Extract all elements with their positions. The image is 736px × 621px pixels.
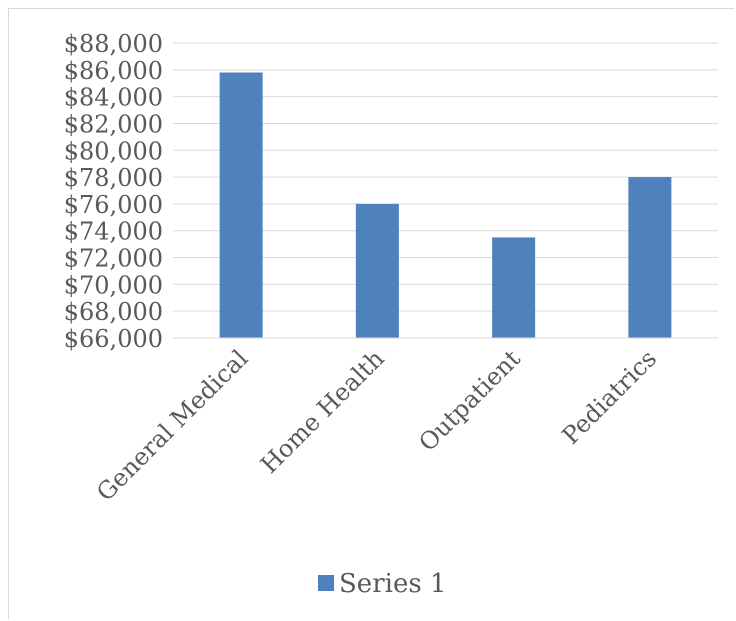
x-category-label: Outpatient bbox=[413, 344, 526, 457]
x-category-label: Home Health bbox=[255, 344, 389, 478]
x-axis-category-labels: General Medical Home Health Outpatient Pedi… bbox=[91, 344, 662, 506]
y-tick-label: $86,000 bbox=[64, 57, 163, 85]
y-tick-label: $72,000 bbox=[64, 245, 163, 273]
x-category-label: General Medical bbox=[91, 344, 253, 506]
y-tick-label: $78,000 bbox=[64, 164, 163, 192]
bars bbox=[219, 72, 672, 338]
bar-general-medical bbox=[219, 72, 263, 338]
y-tick-label: $84,000 bbox=[64, 84, 163, 112]
y-tick-label: $74,000 bbox=[64, 218, 163, 246]
y-tick-label: $66,000 bbox=[64, 325, 163, 353]
bar-outpatient bbox=[492, 237, 536, 338]
y-tick-label: $70,000 bbox=[64, 271, 163, 299]
y-tick-label: $68,000 bbox=[64, 298, 163, 326]
x-category-label: Pediatrics bbox=[557, 344, 662, 449]
legend: Series 1 bbox=[318, 569, 446, 599]
legend-swatch-series-1 bbox=[318, 575, 334, 591]
y-tick-label: $88,000 bbox=[64, 30, 163, 58]
y-tick-label: $76,000 bbox=[64, 191, 163, 219]
y-axis-tick-labels: $66,000$68,000$70,000$72,000$74,000$76,0… bbox=[64, 30, 163, 353]
bar-home-health bbox=[355, 203, 399, 338]
y-tick-label: $80,000 bbox=[64, 137, 163, 165]
bar-pediatrics bbox=[628, 177, 672, 338]
y-tick-label: $82,000 bbox=[64, 110, 163, 138]
grid bbox=[173, 42, 718, 312]
legend-label-series-1: Series 1 bbox=[339, 569, 446, 599]
